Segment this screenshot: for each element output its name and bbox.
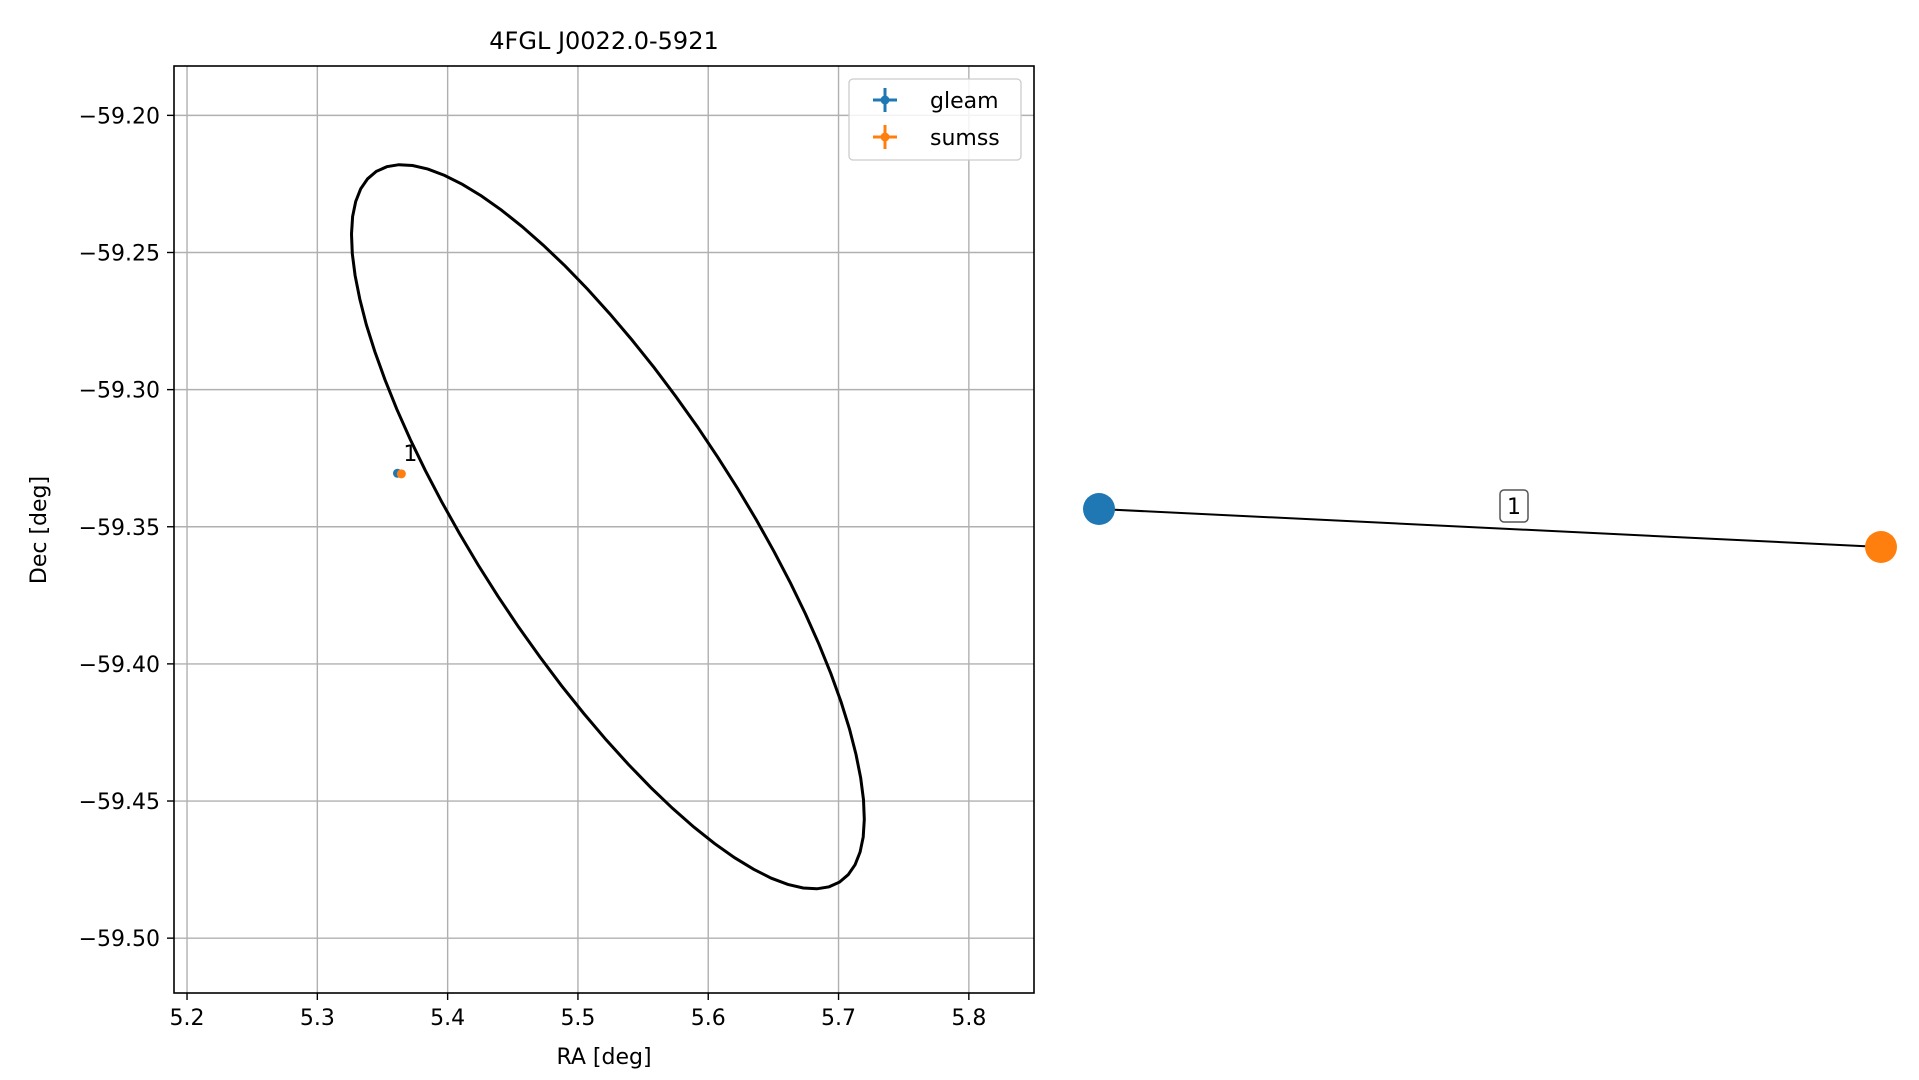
y-axis-ticks: −59.20 −59.25 −59.30 −59.35 −59.40 −59.45 −59.… <box>79 104 174 952</box>
y-tick-label: −59.30 <box>79 379 160 404</box>
point-annotation: 1 <box>403 442 417 467</box>
x-tick-label: 5.7 <box>821 1006 856 1031</box>
legend-marker-sumss <box>873 125 897 149</box>
edge-label-box <box>1499 489 1529 523</box>
y-tick-label: −59.40 <box>79 653 160 678</box>
legend-dot <box>880 132 890 142</box>
legend-label-sumss: sumss <box>930 126 1000 151</box>
y-tick-label: −59.45 <box>79 790 160 815</box>
legend-marker-gleam <box>873 88 897 112</box>
y-tick-label: −59.20 <box>79 104 160 129</box>
x-tick-label: 5.8 <box>951 1006 986 1031</box>
y-tick-label: −59.35 <box>79 516 160 541</box>
x-axis-label: RA [deg] <box>556 1045 651 1070</box>
network-graph: 1 <box>1083 489 1897 563</box>
legend-item-gleam: gleam <box>873 88 999 114</box>
y-axis-label: Dec [deg] <box>27 476 52 584</box>
legend-item-sumss: sumss <box>873 125 1000 151</box>
scatter-chart: 1 5.2 5.3 5.4 5.5 5.6 5.7 5.8 −59.20−59.25−59.… <box>27 27 1035 1070</box>
legend-label-gleam: gleam <box>930 89 999 114</box>
data-layer: 1 <box>349 163 866 891</box>
plot-frame <box>173 65 1035 994</box>
error-ellipse <box>349 163 866 891</box>
y-tick-label: −59.50 <box>79 927 160 952</box>
x-tick-label: 5.6 <box>691 1006 726 1031</box>
chart-title: 4FGL J0022.0-5921 <box>489 27 718 55</box>
y-tick-label: −59.25 <box>79 241 160 266</box>
legend-dot <box>880 95 890 105</box>
x-tick-label: 5.4 <box>430 1006 465 1031</box>
graph-edge <box>1098 508 1882 548</box>
grid-lines <box>174 66 1034 993</box>
x-axis-ticks: 5.2 5.3 5.4 5.5 5.6 5.7 5.8 <box>170 993 986 1031</box>
x-tick-label: 5.3 <box>300 1006 335 1031</box>
legend: gleam sumss <box>848 78 1022 161</box>
graph-node-sumss <box>1865 531 1897 563</box>
x-tick-label: 5.2 <box>170 1006 205 1031</box>
data-point-sumss <box>396 469 406 479</box>
graph-node-gleam <box>1083 493 1115 525</box>
x-tick-label: 5.5 <box>560 1006 595 1031</box>
edge-label: 1 <box>1507 495 1521 520</box>
